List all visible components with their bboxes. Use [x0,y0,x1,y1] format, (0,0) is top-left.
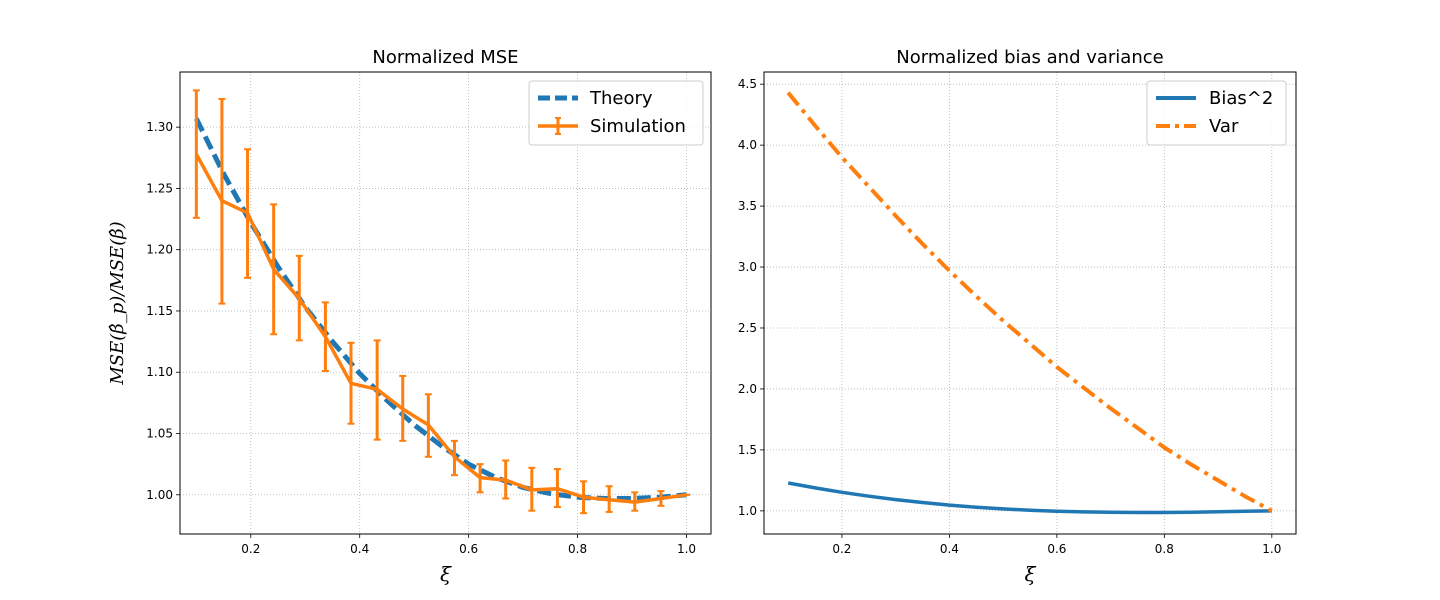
x-axis-label-right: ξ [1024,562,1036,586]
x-tick-label: 1.0 [1262,542,1281,556]
y-tick-label: 1.15 [146,304,173,318]
y-tick-label: 1.30 [146,120,173,134]
y-tick-label: 1.25 [146,181,173,195]
y-tick-label: 1.5 [738,443,757,457]
y-tick-label: 1.05 [146,427,173,441]
x-tick-label: 0.2 [241,542,260,556]
y-tick-label: 2.5 [738,321,757,335]
y-tick-label: 4.5 [738,77,757,91]
legend-label-theory: Theory [589,88,653,109]
simulation-line [194,153,687,504]
x-tick-label: 0.8 [568,542,587,556]
legend-right: Bias^2 Var [1146,80,1287,146]
legend-left: Theory Simulation [528,80,704,146]
bias-2-line [787,481,1272,515]
y-tick-label: 3.0 [738,260,757,274]
y-tick-label: 1.10 [146,365,173,379]
chart-normalized-mse: 0.2 0.4 0.6 0.8 1.0 1.00 1.05 1.10 1.15 1.20 1.25 1… [107,47,712,586]
x-tick-label: 0.6 [459,542,478,556]
ticks-left: 0.2 0.4 0.6 0.8 1.0 1.00 1.05 1.10 1.15 1.20 1.25 1… [146,120,696,556]
x-tick-label: 0.4 [350,542,369,556]
ticks-right: 0.2 0.4 0.6 0.8 1.0 1.0 1.5 2.0 2.5 3.0 3.5 4.0 4.5 [738,77,1281,556]
x-tick-label: 0.8 [1155,542,1174,556]
x-axis-label-left: ξ [440,562,452,586]
legend-label-var: Var [1209,116,1239,137]
y-tick-label: 1.00 [146,488,173,502]
series-left [192,89,690,515]
series-right [786,91,1273,515]
axes-frame-left [179,71,712,535]
chart-title-right: Normalized bias and variance [896,47,1163,68]
y-tick-label: 1.20 [146,243,173,257]
chart-title-left: Normalized MSE [372,47,518,68]
x-tick-label: 0.6 [1047,542,1066,556]
x-tick-label: 0.2 [832,542,851,556]
var-line [786,91,1273,513]
chart-bias-variance: 0.2 0.4 0.6 0.8 1.01.01.52.02.53.03.54.04.5 … [738,47,1297,586]
legend-label-simulation: Simulation [590,116,686,137]
grid-right [764,72,1296,534]
y-tick-label: 1.0 [738,504,757,518]
y-tick-label: 2.0 [738,382,757,396]
y-axis-label-left: MSE(β̂_p)/MSE(β̂) [107,221,128,385]
y-tick-label: 4.0 [738,138,757,152]
axes-frame-right [763,71,1297,535]
grid-left [180,72,711,534]
x-tick-label: 1.0 [677,542,696,556]
legend-label-bias: Bias^2 [1209,88,1273,109]
x-tick-label: 0.4 [940,542,959,556]
y-tick-label: 3.5 [738,199,757,213]
